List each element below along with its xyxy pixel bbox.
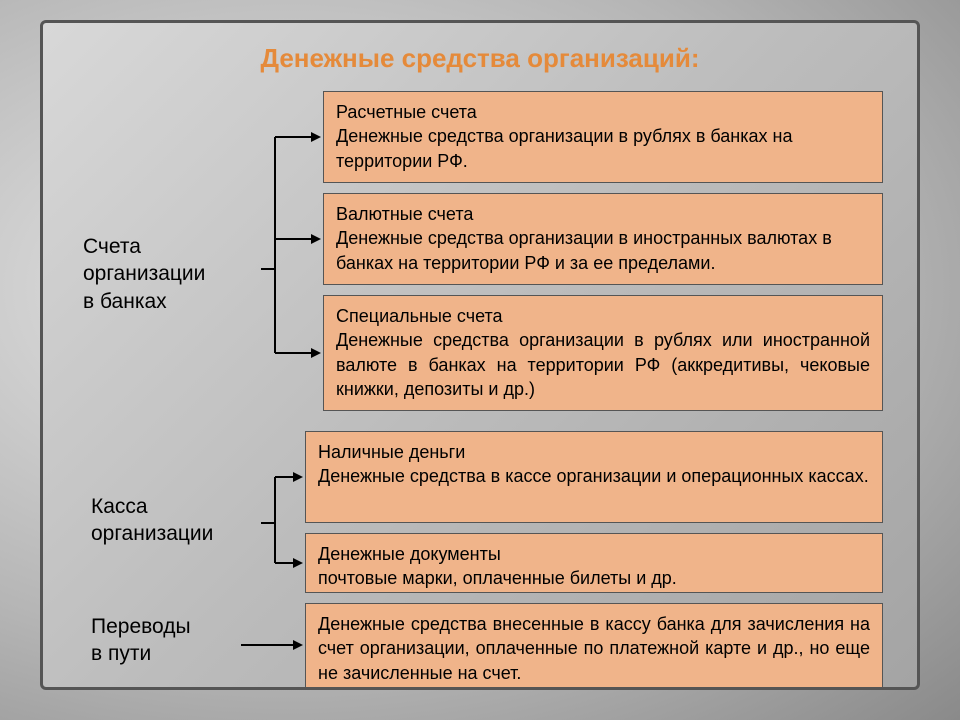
category-accounts: Счетаорганизациив банках — [83, 233, 263, 315]
category-cash: Кассаорганизации — [91, 493, 271, 548]
box-body: Денежные средства организации в рублях и… — [336, 330, 870, 399]
box-body: Денежные средства внесенные в кассу банк… — [318, 614, 870, 683]
box-title: Наличные деньги — [318, 442, 465, 462]
box-title: Денежные документы — [318, 544, 501, 564]
box-body: Денежные средства организации в рублях в… — [336, 126, 792, 170]
box-special-accounts: Специальные счета Денежные средства орга… — [323, 295, 883, 411]
box-cash-money: Наличные деньги Денежные средства в касс… — [305, 431, 883, 523]
box-body: Денежные средства в кассе организации и … — [318, 466, 869, 486]
box-settlement-accounts: Расчетные счета Денежные средства органи… — [323, 91, 883, 183]
box-title: Валютные счета — [336, 204, 473, 224]
box-transit: Денежные средства внесенные в кассу банк… — [305, 603, 883, 690]
category-transit: Переводыв пути — [91, 613, 271, 668]
box-currency-accounts: Валютные счета Денежные средства организ… — [323, 193, 883, 285]
box-cash-documents: Денежные документы почтовые марки, оплач… — [305, 533, 883, 593]
box-title: Расчетные счета — [336, 102, 477, 122]
box-body: почтовые марки, оплаченные билеты и др. — [318, 568, 677, 588]
box-body: Денежные средства организации в иностран… — [336, 228, 832, 272]
diagram-title: Денежные средства организаций: — [43, 43, 917, 74]
box-title: Специальные счета — [336, 306, 503, 326]
diagram-frame: Денежные средства организаций: Счетаорга… — [40, 20, 920, 690]
